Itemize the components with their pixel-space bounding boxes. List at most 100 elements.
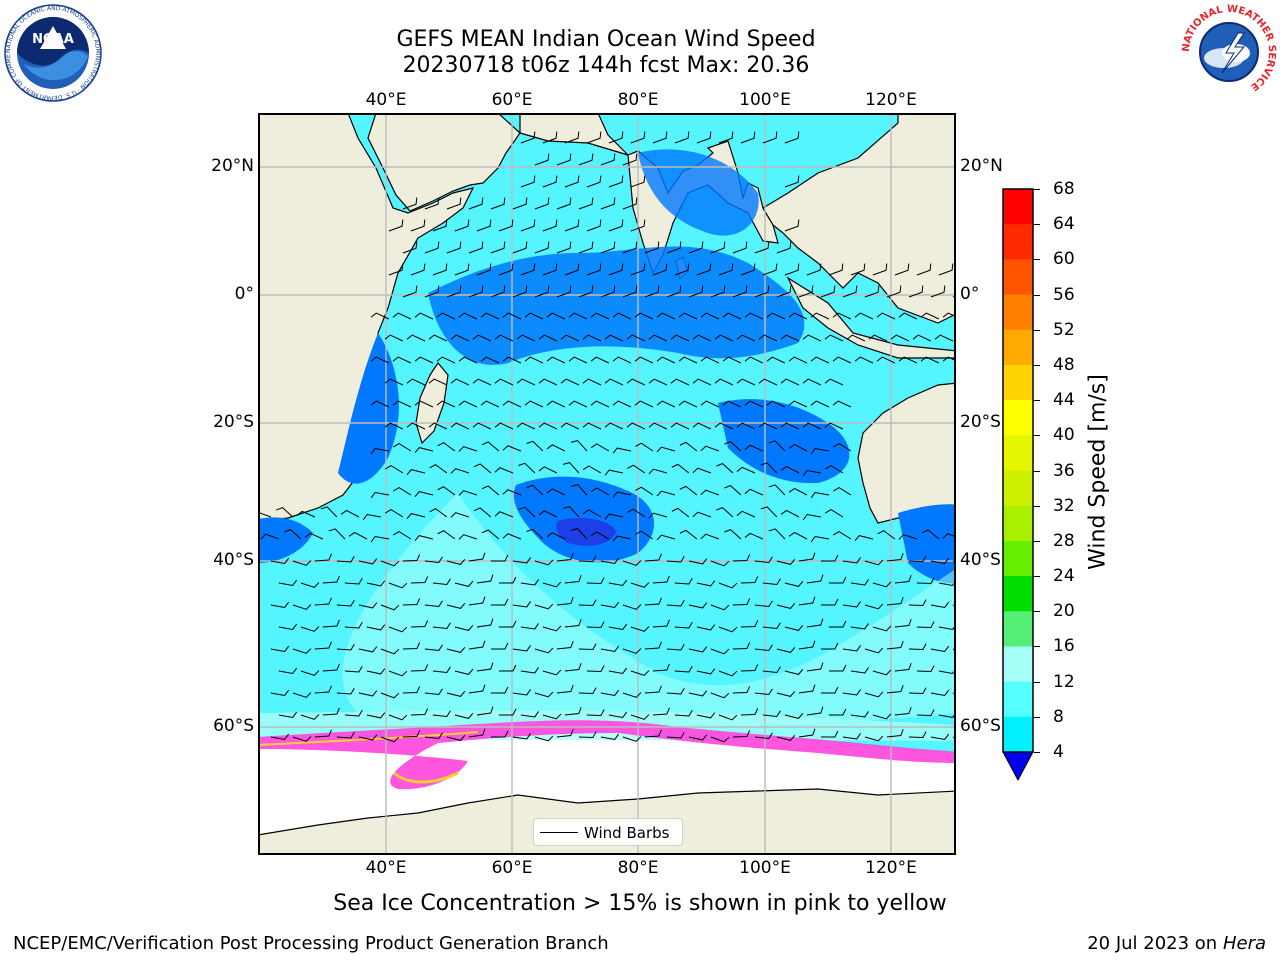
wind-barb [776,602,796,609]
wind-barb [938,623,954,630]
wind-barb [754,556,773,563]
wind-barbs [260,131,954,743]
wind-barb [622,560,642,566]
wind-barb [446,241,462,254]
wind-barb [798,285,814,298]
wind-barb [842,645,861,652]
wind-barb [582,334,602,342]
footer-date-text: 20 Jul 2023 on [1087,933,1218,954]
wind-barb [696,131,712,144]
wind-barb [476,219,492,232]
wind-barb [608,263,624,276]
wind-barb [760,506,778,518]
wind-barb [560,334,580,342]
wind-barb [556,597,574,606]
chart-subtitle: 20230718 t06z 144h fcst Max: 20.36 [402,53,810,78]
wind-barb [930,557,950,564]
wind-barb [886,641,904,650]
wind-barb [546,532,566,540]
wind-barb [472,334,492,342]
wind-barb [600,645,620,652]
wind-barb [429,508,448,518]
tick-left-20n: 20°N [211,156,254,176]
tick-bottom-100e: 100°E [739,858,791,878]
wind-barb [768,528,786,540]
colorbar-band [1003,435,1033,471]
colorbar-tick-mark [1034,716,1040,718]
wind-zone-core [556,518,616,546]
wind-barb [732,554,751,562]
wind-barb [802,422,822,430]
wind-barb [916,709,935,716]
wind-barb [718,626,738,633]
wind-barb [490,197,506,210]
wind-barb [476,574,494,584]
wind-barb [666,285,682,298]
wind-barb [630,263,646,276]
svg-text:NOAA: NOAA [32,32,74,47]
wind-barb [380,604,400,611]
wind-barb [732,241,748,254]
wind-barb [635,442,654,452]
colorbar-tick-mark [1034,752,1040,753]
wind-barb [600,153,616,166]
wind-barb [278,667,298,674]
wind-barb [578,731,597,738]
wind-barb [468,684,486,694]
wind-barb [586,665,605,672]
wind-barb [630,626,650,632]
wind-barb [564,131,580,144]
wind-barb [810,448,829,455]
wind-barb [450,512,470,518]
wind-barb [714,334,734,342]
wind-barb [630,219,646,232]
wind-barb [520,667,539,674]
wind-barb [938,711,954,718]
colorbar-band [1003,716,1033,753]
wind-barb [736,378,756,386]
wind-barb [578,197,594,210]
colorbar-tick-mark [1034,329,1040,331]
wind-barb [556,197,572,210]
wind-barb [644,597,662,606]
wind-barb [622,604,642,610]
wind-barb [322,575,340,584]
wind-barb [678,312,698,320]
wind-barb [300,626,320,632]
wind-barb [784,175,800,188]
wind-barb [688,646,708,653]
wind-barb [432,219,448,232]
wind-barb [542,175,558,188]
wind-barb [652,707,670,716]
wind-barb [518,506,536,518]
wind-barb [502,489,522,496]
wind-barb [437,530,456,540]
wind-barb [446,558,466,565]
wind-barb [518,462,536,474]
wind-barb [534,603,554,610]
wind-barb [788,487,808,496]
wind-barb [732,598,751,606]
wind-barb [322,707,340,716]
wind-barb [490,554,509,562]
wind-barb [820,642,839,650]
wind-barb [784,263,800,276]
wind-barb [788,312,808,320]
wind-barb [920,356,940,364]
wind-barb [270,601,290,608]
wind-barb [512,557,531,564]
wind-barb [780,334,800,342]
wind-barb [380,692,400,699]
wind-barb [370,312,390,320]
wind-barb [635,530,654,540]
footer-date: 20 Jul 2023 on Hera [1087,933,1266,954]
wind-barb [732,730,751,738]
wind-barb [538,422,558,430]
tick-right-60s: 60°S [960,716,1001,736]
wind-barb [828,664,847,672]
wind-barb [546,488,566,496]
wind-barb [634,400,654,408]
colorbar-band [1003,576,1033,612]
wind-barb [656,356,676,364]
wind-barb [898,312,918,320]
